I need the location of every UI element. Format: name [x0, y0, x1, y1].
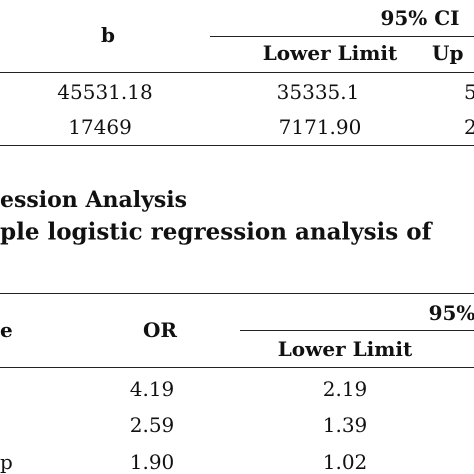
cell: 2.59 [129, 413, 175, 437]
cell: 17469 [68, 115, 132, 139]
header-b: b [101, 23, 115, 47]
header-var: e [0, 318, 13, 342]
cell: 4.19 [129, 377, 175, 401]
section-title: ession Analysis [0, 187, 188, 213]
cell: p [0, 450, 13, 474]
rule [240, 330, 474, 331]
header-lower: Lower Limit [262, 41, 398, 65]
cell: 35335.1 [276, 80, 360, 104]
cell: 1.90 [129, 450, 175, 474]
cell: 7171.90 [278, 115, 362, 139]
cell: 2.19 [322, 377, 368, 401]
rule [0, 145, 474, 146]
rule [0, 293, 474, 294]
cell: 1.39 [322, 413, 368, 437]
header-upper: Up [432, 41, 464, 65]
rule [0, 367, 474, 368]
cell: 5 [464, 80, 474, 104]
cell: 1.02 [322, 450, 368, 474]
header-ci: 95% [428, 301, 474, 325]
header-ci: 95% CI [380, 6, 460, 30]
cell: 45531.18 [57, 80, 153, 104]
rule [210, 36, 474, 37]
rule [0, 72, 474, 73]
header-lower: Lower Limit [277, 337, 413, 361]
cell: 2 [464, 115, 474, 139]
header-or: OR [142, 318, 178, 342]
caption: ple logistic regression analysis of [0, 218, 432, 246]
